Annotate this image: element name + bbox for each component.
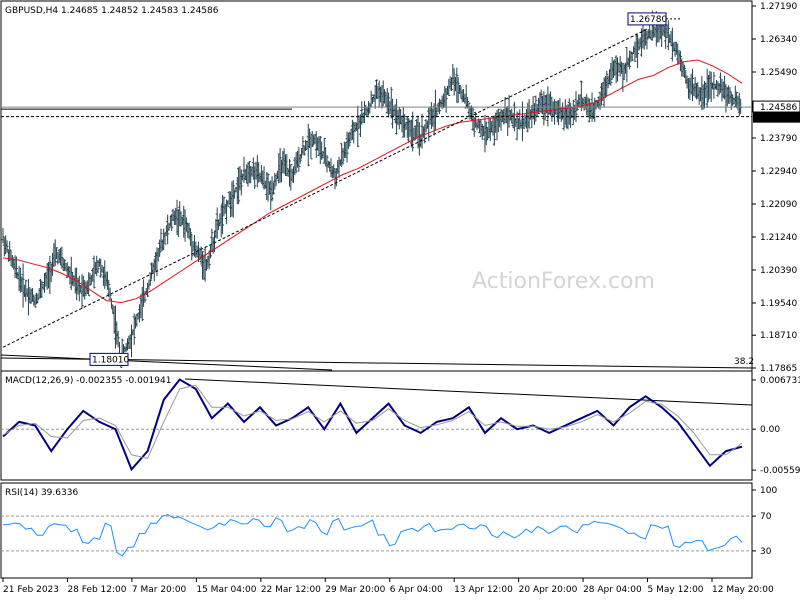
- macd-line: [2, 378, 743, 472]
- time-axis-label: 21 Feb 2023: [3, 585, 59, 595]
- price-axis-label: 1.17865: [760, 364, 797, 374]
- time-axis-label: 12 May 20:00: [712, 585, 774, 595]
- time-axis-label: 7 Mar 20:00: [132, 585, 187, 595]
- price-axis-label: 1.18710: [760, 331, 797, 341]
- price-axis-label: 1.21240: [760, 233, 797, 243]
- rsi-series-layer: [1, 514, 752, 557]
- time-axis-label: 15 Mar 04:00: [196, 585, 256, 595]
- level-price-tag-label: 1.24340: [760, 114, 797, 124]
- rsi-header: RSI(14) 39.6336: [5, 488, 78, 498]
- rsi-line: [2, 514, 743, 557]
- macd-header: MACD(12,26,9) -0.002355 -0.001941: [5, 376, 171, 386]
- price-axis-label: 1.27190: [760, 2, 797, 12]
- macd-series-layer: [1, 378, 753, 472]
- price-axis-label: 1.23790: [760, 134, 797, 144]
- macd-axis-label: 0.00: [760, 425, 780, 435]
- price-header: GBPUSD,H4 1.24685 1.24852 1.24583 1.2458…: [5, 6, 219, 16]
- time-axis-label: 28 Apr 04:00: [583, 585, 642, 595]
- macd-trend-line: [184, 378, 753, 406]
- high-annotation-label: 1.26780: [630, 15, 667, 25]
- rsi-axis-label: 100: [760, 486, 777, 496]
- time-axis-label: 29 Mar 20:00: [325, 585, 385, 595]
- price-axis-label: 1.22940: [760, 167, 797, 177]
- rsi-axis-label: 30: [760, 547, 772, 557]
- moving-average-line: [2, 59, 743, 304]
- time-axis-label: 20 Apr 20:00: [519, 585, 578, 595]
- price-axis-label: 1.26340: [760, 35, 797, 45]
- price-axis-label: 1.19540: [760, 299, 797, 309]
- fib-fan-line: [0, 354, 333, 371]
- rsi-axis-label: 70: [760, 512, 772, 522]
- watermark: ActionForex.com: [472, 269, 655, 294]
- low-annotation-label: 1.18010: [92, 355, 129, 365]
- time-axis-label: 13 Apr 12:00: [454, 585, 513, 595]
- macd-signal-line: [2, 384, 743, 459]
- price-series-layer: 1.26780 1.18010 38.2: [0, 10, 754, 371]
- price-axis-label: 1.22090: [760, 200, 797, 210]
- low-annotation-box: [89, 352, 129, 366]
- fib-level-label: 38.2: [734, 357, 754, 367]
- price-axis-label: 1.20390: [760, 266, 797, 276]
- time-axis-label: 5 May 12:00: [648, 585, 704, 595]
- price-axis-label: 1.25490: [760, 68, 797, 78]
- macd-axis-label: -0.005595: [760, 466, 800, 476]
- time-axis-label: 22 Mar 12:00: [261, 585, 321, 595]
- macd-panel-frame: [0, 370, 753, 481]
- time-axis-label: 28 Feb 12:00: [67, 585, 126, 595]
- macd-axis-label: 0.006731: [760, 376, 800, 386]
- time-axis-label: 6 Apr 04:00: [390, 585, 443, 595]
- level-price-tag: [753, 111, 800, 123]
- current-price-tag-label: 1.24586: [760, 103, 797, 113]
